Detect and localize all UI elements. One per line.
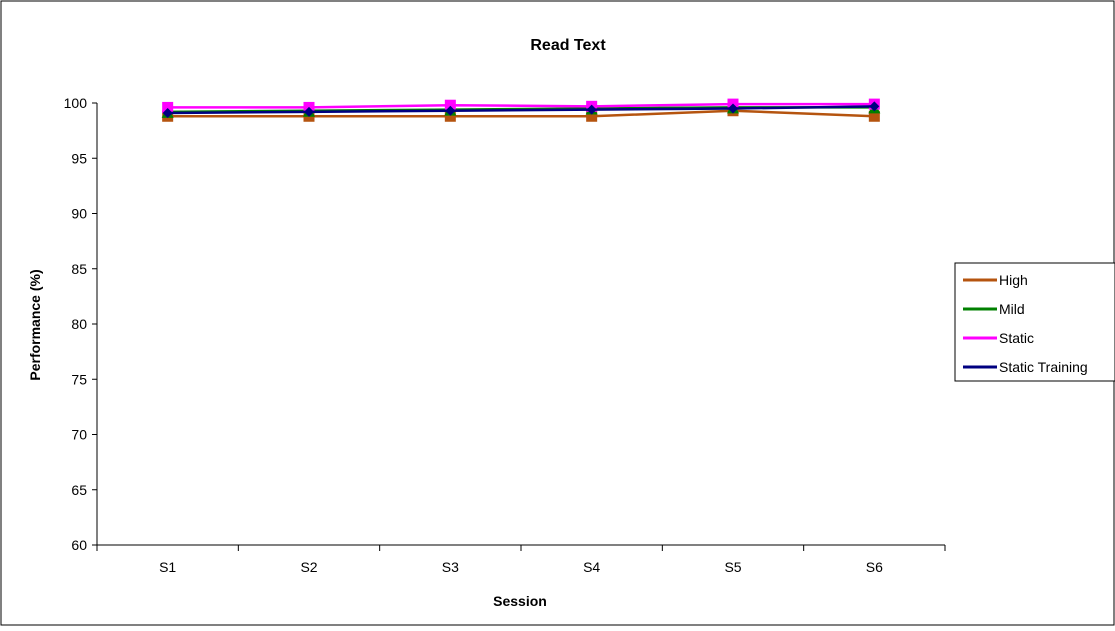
- data-point-high: [586, 110, 598, 122]
- data-point-static: [162, 101, 174, 113]
- x-tick-label: S5: [724, 559, 741, 575]
- y-tick-label: 80: [71, 316, 87, 332]
- series-line-static: [167, 102, 875, 109]
- legend-label-static-training: Static Training: [999, 359, 1088, 375]
- data-point-high: [444, 110, 456, 122]
- chart-title: Read Text: [530, 37, 606, 54]
- y-tick-label: 90: [71, 206, 87, 222]
- x-tick-label: S6: [866, 559, 883, 575]
- y-tick-label: 60: [71, 537, 87, 553]
- y-tick-label: 100: [64, 95, 88, 111]
- y-tick-label: 85: [71, 261, 87, 277]
- data-point-high: [868, 110, 880, 122]
- x-tick-label: S1: [159, 559, 176, 575]
- x-axis-title: Session: [493, 593, 547, 609]
- x-tick-label: S3: [442, 559, 459, 575]
- axes: 60 65 70 75 80 85 90 95 100 S1 S2 S3 S4 S5 S6: [64, 95, 946, 575]
- x-tick-label: S2: [300, 559, 317, 575]
- legend-label-high: High: [999, 272, 1028, 288]
- data-point-static-training: [162, 107, 173, 118]
- data-point-static-training: [728, 103, 738, 114]
- series-line-static-training: [167, 105, 875, 115]
- y-tick-label: 75: [71, 371, 87, 387]
- x-tick-label: S4: [583, 559, 600, 575]
- series-static-training: [162, 101, 880, 118]
- legend: High Mild Static Static Training: [954, 262, 1115, 382]
- series-line-high: [167, 109, 875, 118]
- y-tick-label: 70: [71, 427, 87, 443]
- y-tick-label: 65: [71, 482, 87, 498]
- series-layer: [161, 98, 881, 122]
- legend-box: [954, 262, 1115, 382]
- data-point-static-training: [869, 101, 880, 112]
- y-tick-label: 95: [71, 150, 87, 166]
- data-point-static: [444, 99, 456, 111]
- legend-label-static: Static: [999, 330, 1034, 346]
- data-point-static-training: [304, 106, 314, 117]
- data-point-static-training: [586, 104, 597, 115]
- y-axis-title: Performance (%): [27, 269, 43, 380]
- data-point-static-training: [445, 105, 456, 116]
- legend-label-mild: Mild: [999, 301, 1025, 317]
